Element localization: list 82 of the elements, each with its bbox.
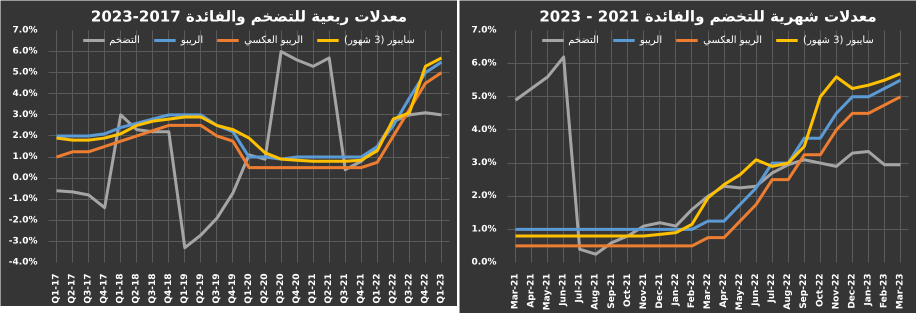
x-tick-label: Q3-18 bbox=[148, 273, 158, 304]
x-tick-label: Q1-21 bbox=[308, 273, 318, 304]
x-tick-label: Feb-22 bbox=[686, 273, 697, 308]
x-tick-label: Q4-19 bbox=[228, 273, 238, 304]
x-tick-label: May-21 bbox=[542, 273, 553, 310]
x-tick-label: Q1-22 bbox=[372, 273, 382, 304]
y-tick-label: 1.0% bbox=[472, 224, 497, 234]
x-tick-label: Q1-17 bbox=[52, 273, 62, 304]
x-tick-label: Q4-22 bbox=[420, 273, 430, 304]
chart-title: معدلات ربعية للتضخم والفائدة 2017-2023 bbox=[90, 8, 408, 26]
legend-label: التضخم bbox=[568, 34, 599, 46]
x-tick-label: Q1-19 bbox=[180, 273, 190, 304]
x-tick-label: Q4-20 bbox=[292, 273, 302, 304]
x-tick-label: Jun-21 bbox=[558, 273, 569, 307]
x-tick-label: Apr-22 bbox=[719, 273, 730, 308]
y-tick-label: 4.0% bbox=[12, 88, 38, 99]
x-tick-label: Q4-17 bbox=[100, 273, 110, 304]
x-tick-label: Q2-20 bbox=[260, 273, 270, 304]
x-tick-label: Q1-18 bbox=[116, 273, 126, 304]
x-tick-label: Q4-18 bbox=[164, 273, 174, 304]
x-tick-label: Sep-21 bbox=[606, 273, 617, 309]
y-tick-label: 7.0% bbox=[12, 26, 38, 36]
y-tick-label: 2.0% bbox=[12, 130, 38, 141]
legend-label: التضخم bbox=[109, 34, 140, 46]
y-tick-label: 6.0% bbox=[472, 58, 497, 69]
chart-title: معدلات شهرية للتخضم والفائدة 2021 - 2023 bbox=[539, 8, 877, 26]
legend-label: الريبو bbox=[180, 34, 204, 46]
y-tick-label: 3.0% bbox=[472, 158, 497, 168]
y-tick-label: -4.0% bbox=[8, 258, 38, 268]
legend-label: الريبو العكسي bbox=[244, 34, 304, 46]
x-tick-label: Jan-23 bbox=[863, 273, 874, 307]
legend-label: الريبو العكسي bbox=[703, 34, 762, 46]
x-tick-label: Aug-21 bbox=[590, 273, 601, 310]
y-tick-label: -2.0% bbox=[8, 215, 38, 226]
x-tick-label: Q2-18 bbox=[132, 273, 142, 304]
x-tick-label: Aug-22 bbox=[783, 273, 794, 310]
legend-label: سايبور (3 شهور) bbox=[344, 34, 415, 46]
y-tick-label: -1.0% bbox=[8, 194, 38, 204]
x-tick-label: Jul-22 bbox=[767, 273, 778, 304]
y-tick-label: 2.0% bbox=[472, 191, 497, 202]
x-tick-label: Jul-21 bbox=[574, 273, 585, 304]
x-tick-label: Q1-20 bbox=[244, 273, 254, 304]
x-tick-label: Q2-21 bbox=[324, 273, 334, 304]
y-tick-label: 1.0% bbox=[12, 152, 38, 162]
x-tick-label: Q1-23 bbox=[436, 273, 446, 304]
x-tick-label: Oct-22 bbox=[815, 273, 826, 308]
x-tick-label: Apr-21 bbox=[526, 273, 537, 308]
x-tick-label: Dec-22 bbox=[847, 274, 858, 309]
x-tick-label: May-22 bbox=[735, 273, 746, 310]
x-tick-label: Q3-20 bbox=[276, 273, 286, 304]
x-tick-label: Mar-21 bbox=[510, 273, 521, 310]
x-tick-label: Nov-22 bbox=[831, 274, 842, 310]
y-tick-label: 0.0% bbox=[12, 173, 38, 184]
legend-label: سايبور (3 شهور) bbox=[803, 34, 874, 46]
y-tick-label: 7.0% bbox=[472, 26, 497, 36]
x-tick-label: Q3-22 bbox=[404, 273, 414, 304]
x-tick-label: Q3-21 bbox=[340, 273, 350, 304]
x-tick-label: Feb-23 bbox=[879, 273, 890, 308]
y-tick-label: 0.0% bbox=[472, 258, 497, 268]
x-tick-label: Jun-22 bbox=[751, 273, 762, 307]
x-tick-label: Q2-17 bbox=[68, 273, 78, 304]
x-tick-label: Q2-22 bbox=[388, 273, 398, 304]
y-tick-label: 6.0% bbox=[12, 46, 38, 57]
x-tick-label: Mar-23 bbox=[895, 273, 906, 310]
y-tick-label: 5.0% bbox=[472, 92, 497, 102]
y-tick-label: 5.0% bbox=[12, 68, 38, 78]
x-tick-label: Q4-21 bbox=[356, 273, 366, 304]
x-tick-label: Q3-17 bbox=[84, 273, 94, 304]
line-series bbox=[55, 71, 443, 170]
x-tick-label: Oct-21 bbox=[622, 273, 633, 308]
legend-label: الريبو bbox=[640, 34, 662, 46]
x-tick-label: Jan-22 bbox=[670, 273, 681, 307]
x-tick-label: Mar-22 bbox=[703, 273, 713, 310]
y-tick-label: -3.0% bbox=[8, 236, 38, 246]
x-tick-label: Q3-19 bbox=[212, 273, 222, 304]
line-series bbox=[514, 95, 902, 248]
x-tick-label: Nov-21 bbox=[638, 274, 649, 310]
y-tick-label: 4.0% bbox=[472, 124, 497, 135]
y-tick-label: 3.0% bbox=[12, 110, 38, 120]
x-tick-label: Dec-21 bbox=[654, 274, 665, 309]
x-tick-label: Sep-22 bbox=[799, 273, 810, 309]
x-tick-label: Q2-19 bbox=[196, 273, 206, 304]
